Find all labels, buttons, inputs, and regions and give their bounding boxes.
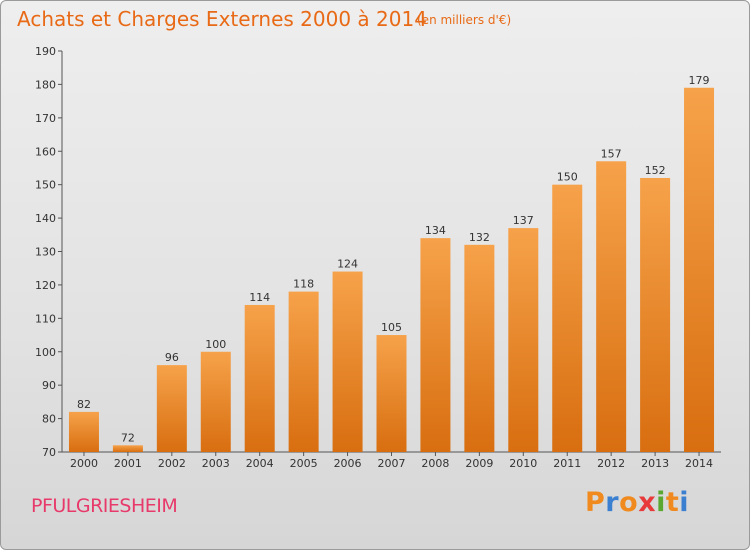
proxiti-logo: Proxiti (585, 487, 689, 518)
y-tick-label: 170 (35, 112, 56, 125)
bar (200, 351, 231, 452)
x-tick-label: 2003 (202, 457, 230, 470)
data-label: 114 (249, 291, 270, 304)
x-tick-label: 2006 (334, 457, 362, 470)
bar (464, 244, 495, 452)
bar (420, 238, 451, 452)
y-tick-label: 110 (35, 312, 56, 325)
axes: 70 80 90 100 110 120 130 140 150 160 170 180 190 (35, 45, 721, 459)
y-tick-label: 120 (35, 279, 56, 292)
bar (288, 291, 319, 452)
bar (596, 161, 627, 452)
bar (68, 411, 99, 452)
x-tick-label: 2014 (685, 457, 713, 470)
bar (244, 304, 275, 452)
data-label: 132 (469, 231, 490, 244)
y-tick-label: 130 (35, 246, 56, 259)
chart-subtitle: (en milliers d'€) (417, 13, 512, 27)
logo-letter: P (585, 487, 606, 518)
y-tick-label: 70 (42, 446, 56, 459)
y-tick-label: 150 (35, 179, 56, 192)
labels: 82 2000 72 2001 96 2002 100 2003 114 2004 118 2005 1… (70, 74, 713, 470)
x-tick-label: 2010 (509, 457, 537, 470)
bar (376, 335, 407, 452)
x-tick-label: 2008 (421, 457, 449, 470)
x-tick-label: 2000 (70, 457, 98, 470)
data-label: 137 (513, 214, 534, 227)
bars (68, 87, 715, 452)
data-label: 179 (689, 74, 710, 87)
bar (156, 365, 187, 452)
chart-title: Achats et Charges Externes 2000 à 2014 (17, 7, 427, 31)
x-tick-label: 2011 (553, 457, 581, 470)
bar (508, 228, 539, 452)
logo-letter: o (619, 487, 639, 518)
y-tick-label: 190 (35, 45, 56, 58)
bar (332, 271, 363, 452)
bar (640, 177, 671, 452)
data-label: 72 (121, 431, 135, 444)
data-label: 152 (645, 164, 666, 177)
x-tick-label: 2012 (597, 457, 625, 470)
data-label: 134 (425, 224, 446, 237)
x-tick-label: 2004 (246, 457, 274, 470)
data-label: 150 (557, 171, 578, 184)
data-label: 100 (205, 338, 226, 351)
bar (112, 445, 143, 452)
x-tick-label: 2007 (378, 457, 406, 470)
data-label: 105 (381, 321, 402, 334)
y-tick-label: 80 (42, 413, 56, 426)
logo-letter: t (665, 487, 680, 518)
y-tick-label: 160 (35, 145, 56, 158)
x-tick-label: 2001 (114, 457, 142, 470)
data-label: 118 (293, 278, 314, 291)
bar (552, 184, 583, 452)
logo-letter: x (638, 487, 657, 518)
x-tick-label: 2005 (290, 457, 318, 470)
y-tick-label: 180 (35, 78, 56, 91)
data-label: 124 (337, 258, 358, 271)
x-tick-label: 2002 (158, 457, 186, 470)
data-label: 82 (77, 398, 91, 411)
bar (684, 87, 715, 452)
data-label: 96 (165, 351, 179, 364)
logo-letter: i (656, 487, 666, 518)
logo-letter: i (679, 487, 690, 518)
x-tick-label: 2013 (641, 457, 669, 470)
x-tick-label: 2009 (465, 457, 493, 470)
town-name: PFULGRIESHEIM (31, 495, 178, 517)
y-tick-label: 140 (35, 212, 56, 225)
y-tick-label: 90 (42, 379, 56, 392)
logo-letter: r (605, 487, 620, 518)
y-tick-label: 100 (35, 346, 56, 359)
data-label: 157 (601, 147, 622, 160)
